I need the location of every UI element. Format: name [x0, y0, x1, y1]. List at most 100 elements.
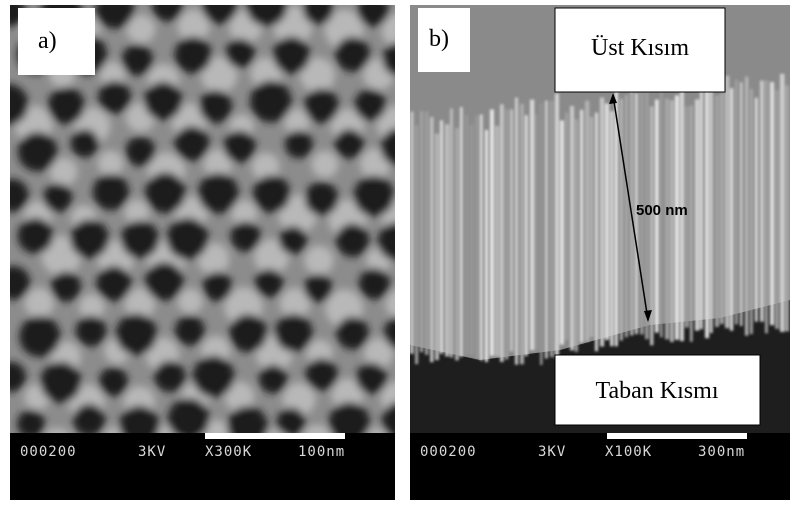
pore [279, 226, 307, 254]
pore [145, 172, 186, 213]
nanotube [690, 106, 693, 342]
highlight [178, 289, 203, 314]
pore [305, 358, 337, 390]
nanotube [605, 103, 609, 339]
pore [224, 130, 256, 162]
pore [48, 87, 85, 124]
nanotube [450, 108, 453, 357]
nanotube [440, 120, 443, 353]
scale-bar [607, 433, 747, 439]
nanotube [445, 124, 449, 356]
nanotube [565, 113, 568, 340]
info-kv: 3KV [138, 444, 166, 460]
pore [51, 272, 81, 302]
pore [93, 174, 129, 210]
pore [174, 36, 211, 73]
bottom-label: Taban Kısmı [596, 378, 719, 404]
nanotube [715, 95, 719, 327]
nanotube [695, 99, 699, 330]
scale-bar [205, 433, 345, 439]
nanotube [600, 98, 604, 347]
nanotube [430, 117, 434, 362]
pore [71, 129, 99, 157]
pore [121, 220, 159, 258]
panel-label: b) [429, 26, 449, 52]
nanotube [610, 111, 614, 346]
nanotube [720, 93, 724, 324]
nanotube [650, 106, 654, 345]
pore [255, 269, 283, 297]
nanotube [425, 112, 428, 355]
pore [285, 130, 313, 158]
pore [19, 316, 60, 357]
nanotube [745, 77, 748, 336]
top-label: Üst Kısım [591, 35, 689, 61]
nanotube [560, 120, 564, 344]
pore [198, 173, 239, 214]
nanotube [760, 81, 764, 322]
pore [18, 218, 54, 254]
pore [125, 136, 155, 166]
nanotube [435, 134, 439, 360]
nanotube [465, 115, 468, 354]
nanotube [725, 76, 729, 328]
pore [356, 363, 387, 394]
nanotube [460, 107, 463, 357]
pore [336, 317, 369, 350]
pore [250, 80, 292, 122]
nanotube [555, 93, 559, 358]
nanotube [770, 82, 774, 325]
pore [73, 404, 105, 436]
nanotube [625, 95, 628, 337]
pore [334, 129, 364, 159]
pore [175, 126, 210, 161]
info-id: 000200 [420, 444, 477, 460]
pore [193, 356, 235, 398]
pore [229, 314, 267, 352]
pore [18, 132, 58, 172]
pore [99, 367, 128, 396]
nanotube [475, 115, 479, 358]
nanotube [500, 104, 504, 362]
pore [154, 361, 185, 392]
pore [175, 315, 205, 345]
highlight [312, 151, 339, 178]
pore [122, 44, 153, 75]
pore [273, 37, 310, 74]
highlight [98, 151, 123, 176]
nanotube [540, 103, 543, 365]
nanotube [490, 109, 494, 355]
pore [277, 408, 306, 437]
pore [116, 313, 158, 355]
nanotube [545, 101, 548, 359]
nanotube [700, 78, 703, 329]
nanotube [735, 80, 738, 325]
nanotube [750, 89, 753, 334]
pore [76, 316, 107, 347]
nanotube [410, 112, 414, 354]
highlight [304, 246, 333, 275]
info-scale: 300nm [698, 444, 745, 460]
nanotube [730, 88, 733, 331]
nanotube [485, 130, 488, 362]
nanotube [590, 117, 593, 337]
nanotube [550, 101, 553, 357]
info-mag: X100K [605, 444, 652, 460]
pore [145, 262, 183, 300]
highlight [79, 294, 104, 319]
pore [354, 89, 386, 121]
info-scale: 100nm [298, 444, 345, 460]
info-mag: X300K [205, 444, 252, 460]
pore [144, 82, 182, 120]
nanotube [620, 99, 623, 341]
nanotube [535, 115, 538, 350]
nanotube [670, 100, 674, 342]
nanotube [740, 82, 743, 326]
panel-label: a) [38, 28, 57, 54]
page: a) 000200 3KV X300K 100nm b) Üst Kısım T… [0, 0, 790, 505]
highlight [25, 288, 55, 318]
nanotube [705, 78, 709, 338]
nanotube [785, 85, 789, 331]
pore [199, 90, 232, 123]
info-id: 000200 [20, 444, 77, 460]
